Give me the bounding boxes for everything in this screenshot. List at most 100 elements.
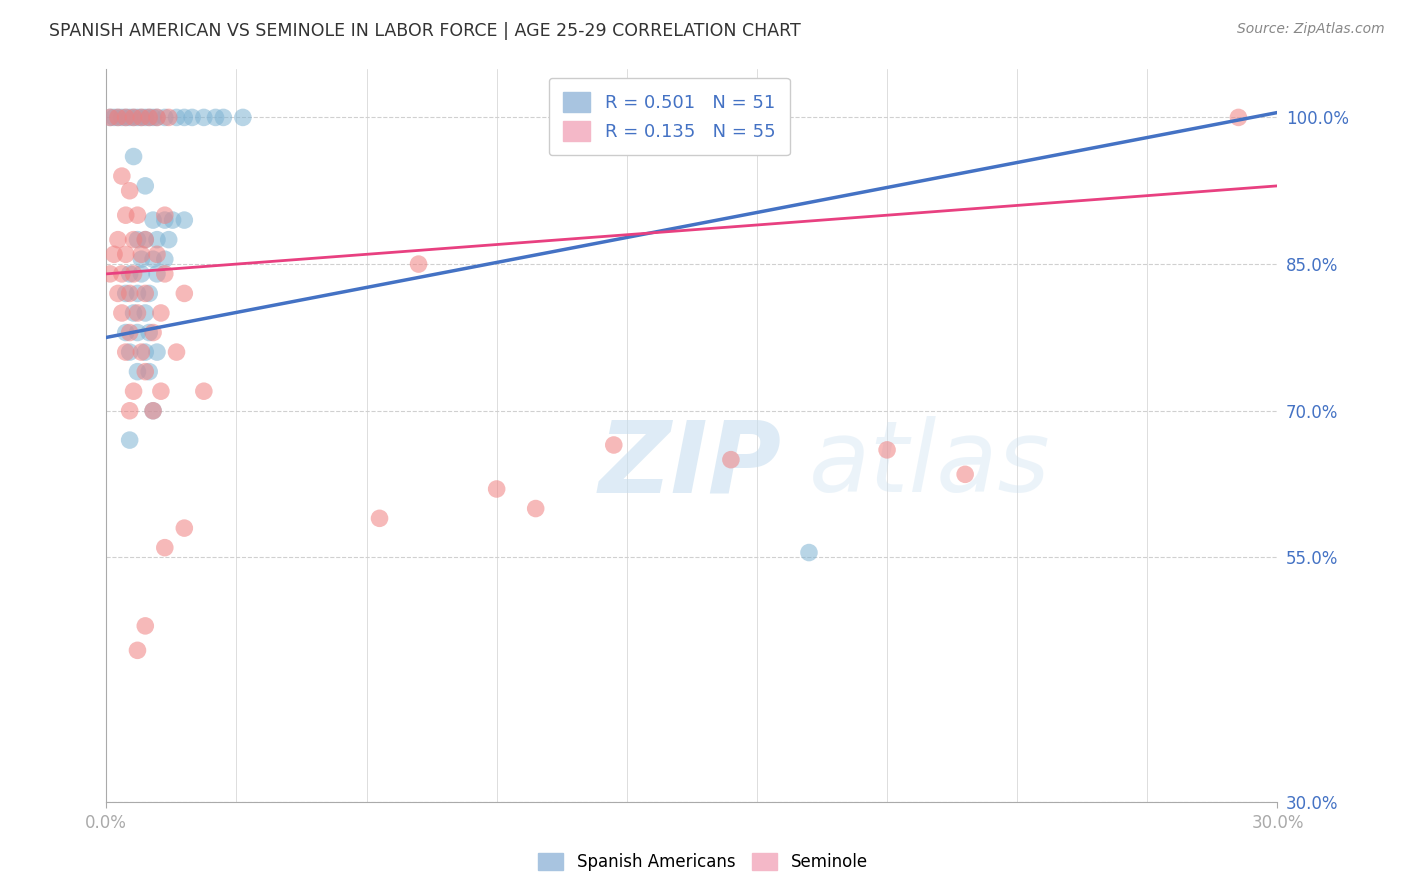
Point xyxy=(157,111,180,125)
Point xyxy=(122,306,145,320)
Point xyxy=(114,111,136,125)
Point xyxy=(138,365,160,379)
Point xyxy=(118,184,141,198)
Point xyxy=(127,208,149,222)
Point xyxy=(127,326,149,340)
Point xyxy=(103,111,125,125)
Point xyxy=(142,403,165,417)
Point xyxy=(118,111,141,125)
Point xyxy=(142,111,165,125)
Point xyxy=(111,169,134,183)
Point xyxy=(146,247,169,261)
Point xyxy=(142,326,165,340)
Point xyxy=(111,267,134,281)
Point xyxy=(173,111,195,125)
Point xyxy=(131,111,153,125)
Point xyxy=(127,306,149,320)
Point xyxy=(122,384,145,399)
Point xyxy=(118,433,141,447)
Text: ZIP: ZIP xyxy=(598,416,782,513)
Point xyxy=(134,365,156,379)
Point xyxy=(138,111,160,125)
Point xyxy=(232,111,254,125)
Point xyxy=(127,286,149,301)
Point xyxy=(146,111,169,125)
Point xyxy=(797,545,820,559)
Legend: Spanish Americans, Seminole: Spanish Americans, Seminole xyxy=(530,845,876,880)
Point xyxy=(193,111,215,125)
Point xyxy=(134,306,156,320)
Point xyxy=(131,247,153,261)
Text: SPANISH AMERICAN VS SEMINOLE IN LABOR FORCE | AGE 25-29 CORRELATION CHART: SPANISH AMERICAN VS SEMINOLE IN LABOR FO… xyxy=(49,22,801,40)
Point xyxy=(212,111,235,125)
Point xyxy=(122,111,145,125)
Point xyxy=(134,345,156,359)
Point xyxy=(166,111,188,125)
Point xyxy=(408,257,430,271)
Point xyxy=(111,306,134,320)
Point xyxy=(153,541,176,555)
Point xyxy=(368,511,391,525)
Point xyxy=(118,286,141,301)
Point xyxy=(149,384,172,399)
Point xyxy=(127,365,149,379)
Point xyxy=(153,252,176,267)
Point xyxy=(107,111,129,125)
Point xyxy=(131,111,153,125)
Point xyxy=(149,306,172,320)
Point xyxy=(166,345,188,359)
Point xyxy=(153,213,176,227)
Point xyxy=(142,213,165,227)
Point xyxy=(131,267,153,281)
Point xyxy=(107,286,129,301)
Legend: R = 0.501   N = 51, R = 0.135   N = 55: R = 0.501 N = 51, R = 0.135 N = 55 xyxy=(548,78,790,155)
Text: atlas: atlas xyxy=(808,416,1050,513)
Point xyxy=(153,267,176,281)
Point xyxy=(138,326,160,340)
Point xyxy=(720,452,742,467)
Point xyxy=(98,267,121,281)
Point xyxy=(122,111,145,125)
Point xyxy=(146,111,169,125)
Point xyxy=(127,643,149,657)
Point xyxy=(118,267,141,281)
Point xyxy=(193,384,215,399)
Point xyxy=(173,521,195,535)
Point xyxy=(134,178,156,193)
Point xyxy=(134,233,156,247)
Point xyxy=(111,111,134,125)
Point xyxy=(118,345,141,359)
Point xyxy=(142,403,165,417)
Point xyxy=(485,482,508,496)
Point xyxy=(953,467,976,482)
Point xyxy=(114,286,136,301)
Point xyxy=(153,208,176,222)
Point xyxy=(114,247,136,261)
Point xyxy=(131,252,153,267)
Point xyxy=(114,345,136,359)
Point xyxy=(127,111,149,125)
Point xyxy=(173,286,195,301)
Point xyxy=(114,326,136,340)
Point xyxy=(118,403,141,417)
Text: Source: ZipAtlas.com: Source: ZipAtlas.com xyxy=(1237,22,1385,37)
Point xyxy=(98,111,121,125)
Point xyxy=(162,213,184,227)
Point xyxy=(114,111,136,125)
Point xyxy=(173,213,195,227)
Point xyxy=(134,619,156,633)
Point xyxy=(138,111,160,125)
Point xyxy=(157,233,180,247)
Point xyxy=(204,111,226,125)
Point xyxy=(107,111,129,125)
Point xyxy=(603,438,626,452)
Point xyxy=(1227,111,1250,125)
Point xyxy=(142,252,165,267)
Point xyxy=(153,111,176,125)
Point xyxy=(118,326,141,340)
Point xyxy=(876,442,898,457)
Point xyxy=(134,111,156,125)
Point xyxy=(122,233,145,247)
Point xyxy=(181,111,204,125)
Point xyxy=(122,149,145,163)
